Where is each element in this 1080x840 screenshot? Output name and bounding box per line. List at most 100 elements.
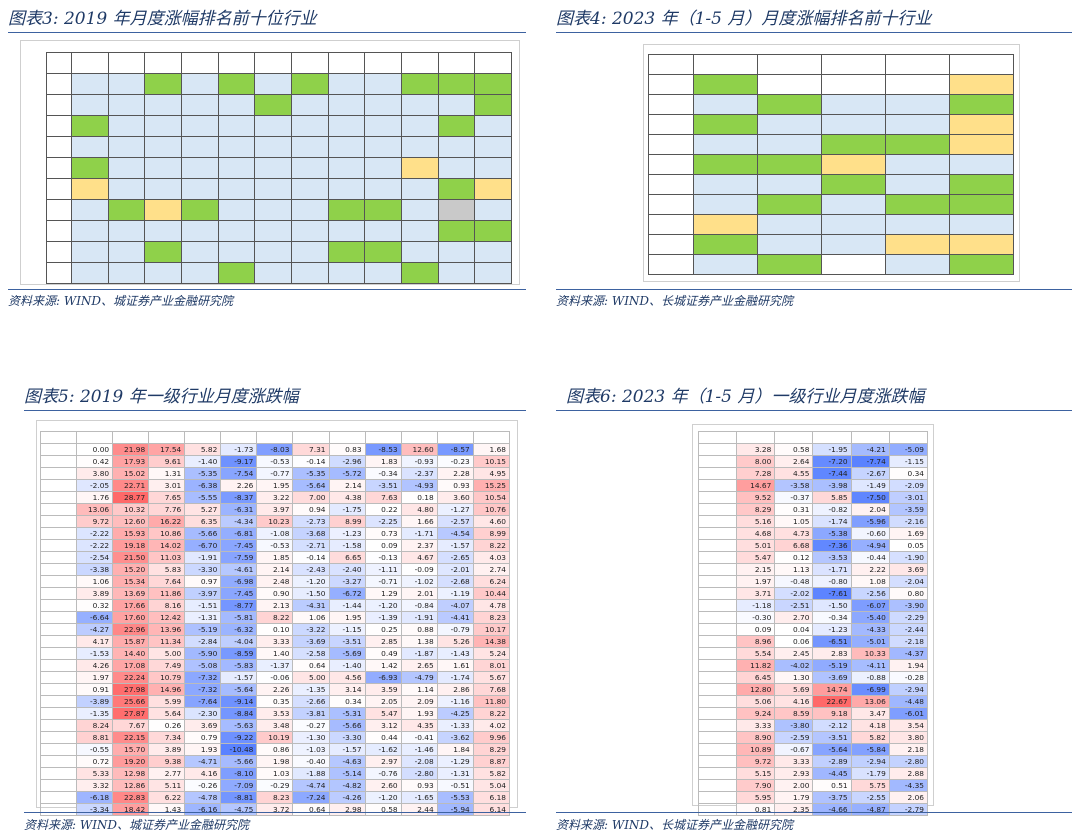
fig4-industry-cell	[821, 74, 886, 95]
fig5-value-cell: -6.16	[184, 803, 222, 816]
fig5-value-cell: -1.03	[292, 743, 330, 756]
fig3-industry-cell	[364, 73, 402, 95]
fig5-industry-label	[39, 635, 78, 648]
fig6-value-cell: -4.35	[888, 779, 929, 792]
fig5-value-cell: -0.26	[184, 779, 222, 792]
fig5-value-cell: 3.48	[256, 719, 294, 732]
fig5-value-cell: -3.34	[76, 803, 114, 816]
fig5-value-cell: 7.31	[292, 443, 330, 456]
fig3-industry-cell	[71, 220, 109, 242]
fig6-value-cell: 0.81	[736, 803, 776, 816]
fig5-value-cell: -1.31	[184, 611, 222, 624]
fig3-industry-cell	[327, 94, 366, 116]
fig6-table-row: 4.68 4.73 -5.38 -0.60 1.69	[697, 527, 929, 540]
fig5-value-cell: 3.53	[256, 707, 294, 720]
fig3-title: 图表3: 2019 年月度涨幅排名前十位行业	[8, 9, 317, 29]
fig5-value-cell: -0.55	[76, 743, 114, 756]
fig5-value-cell: 0.42	[76, 455, 114, 468]
fig6-value-cell: -5.40	[850, 611, 890, 624]
fig6-value-cell: -3.69	[812, 671, 852, 684]
fig6-value-cell: -2.79	[888, 803, 929, 816]
fig3-industry-cell	[290, 136, 329, 158]
fig4-industry-cell	[757, 94, 822, 115]
fig5-table-row: 5.33 12.98 2.77 4.16 -8.10 1.03 -1.88 -5.14 -0.7…	[39, 767, 511, 780]
fig5-value-cell: -5.31	[328, 707, 366, 720]
fig3-source-rule	[8, 289, 526, 290]
fig5-value-cell: 19.18	[112, 539, 150, 552]
fig5-value-cell: -3.68	[292, 527, 330, 540]
fig3-industry-cell	[290, 262, 329, 284]
fig5-value-cell: 12.42	[148, 611, 186, 624]
fig5-value-cell: -4.74	[292, 779, 330, 792]
fig5-value-cell: 8.87	[472, 755, 511, 768]
fig5-value-cell: 17.93	[112, 455, 150, 468]
fig5-value-cell: -1.65	[400, 791, 438, 804]
fig6-value-cell: -1.23	[812, 623, 852, 636]
fig5-value-cell: -3.81	[292, 707, 330, 720]
fig5-value-cell: 3.89	[76, 587, 114, 600]
fig3-month-header	[474, 52, 512, 74]
fig5-value-cell: -2.30	[184, 707, 222, 720]
fig4-industry-cell	[949, 214, 1014, 235]
fig6-value-cell: -1.79	[850, 767, 890, 780]
fig6-value-cell: -3.58	[774, 479, 814, 492]
fig5-value-cell: -0.79	[436, 623, 474, 636]
fig6-value-cell: -4.02	[774, 659, 814, 672]
fig5-value-cell: -5.53	[436, 791, 474, 804]
fig5-month-header	[400, 431, 438, 444]
fig4-industry-cell	[757, 174, 822, 195]
fig5-industry-label	[39, 791, 78, 804]
fig6-value-cell: -0.48	[774, 575, 814, 588]
fig5-industry-label	[39, 803, 78, 816]
fig3-industry-cell	[290, 220, 329, 242]
fig5-industry-label	[39, 731, 78, 744]
fig5-value-cell: -5.14	[328, 767, 366, 780]
fig5-value-cell: 1.84	[436, 743, 474, 756]
fig5-value-cell: -5.63	[220, 719, 258, 732]
fig6-table-row: 8.90 -2.59 -3.51 5.82 3.80	[697, 731, 929, 744]
fig6-industry-label	[697, 491, 738, 504]
fig3-industry-cell	[254, 94, 292, 116]
fig5-value-cell: -6.18	[76, 791, 114, 804]
fig4-industry-cell	[693, 194, 758, 215]
fig5-industry-label	[39, 767, 78, 780]
fig4-industry-cell	[885, 154, 950, 175]
fig3-industry-cell	[107, 241, 146, 263]
fig3-frame	[20, 40, 520, 285]
fig6-value-cell: -2.67	[850, 467, 890, 480]
fig3-industry-cell	[474, 157, 512, 179]
fig6-table-row: 2.15 1.13 -1.71 2.22 3.69	[697, 563, 929, 576]
fig5-value-cell: -1.74	[436, 671, 474, 684]
fig6-industry-label	[697, 623, 738, 636]
fig6-value-cell: -0.44	[850, 551, 890, 564]
fig5-value-cell: -5.90	[184, 647, 222, 660]
fig5-value-cell: 10.32	[112, 503, 150, 516]
fig5-value-cell: 2.44	[400, 803, 438, 816]
fig5-value-cell: 3.72	[256, 803, 294, 816]
fig5-value-cell: 13.06	[76, 503, 114, 516]
fig6-value-cell: 3.71	[736, 587, 776, 600]
fig3-industry-cell	[290, 241, 329, 263]
fig5-industry-label	[39, 743, 78, 756]
fig6-value-cell: 5.95	[736, 791, 776, 804]
fig5-value-cell: -0.09	[400, 563, 438, 576]
fig3-industry-cell	[254, 157, 292, 179]
fig5-value-cell: 25.66	[112, 695, 150, 708]
fig5-value-cell: 11.34	[148, 635, 186, 648]
fig5-value-cell: -1.40	[328, 659, 366, 672]
fig5-value-cell: 17.54	[148, 443, 186, 456]
fig5-value-cell: -6.64	[76, 611, 114, 624]
fig4-month-header	[757, 54, 822, 75]
fig3-table-row	[46, 220, 512, 242]
fig6-industry-label	[697, 635, 738, 648]
fig3-month-header	[71, 52, 109, 74]
fig4-source: 资料来源: WIND、长城证券产业金融研究院	[556, 294, 794, 308]
fig6-value-cell: 0.51	[812, 779, 852, 792]
fig5-value-cell: -1.62	[364, 743, 402, 756]
fig6-value-cell: -1.15	[888, 455, 929, 468]
fig5-value-cell: -1.88	[292, 767, 330, 780]
fig5-value-cell: -4.34	[220, 515, 258, 528]
fig5-value-cell: 1.61	[436, 659, 474, 672]
fig5-value-cell: 9.61	[148, 455, 186, 468]
fig5-value-cell: 7.49	[148, 659, 186, 672]
